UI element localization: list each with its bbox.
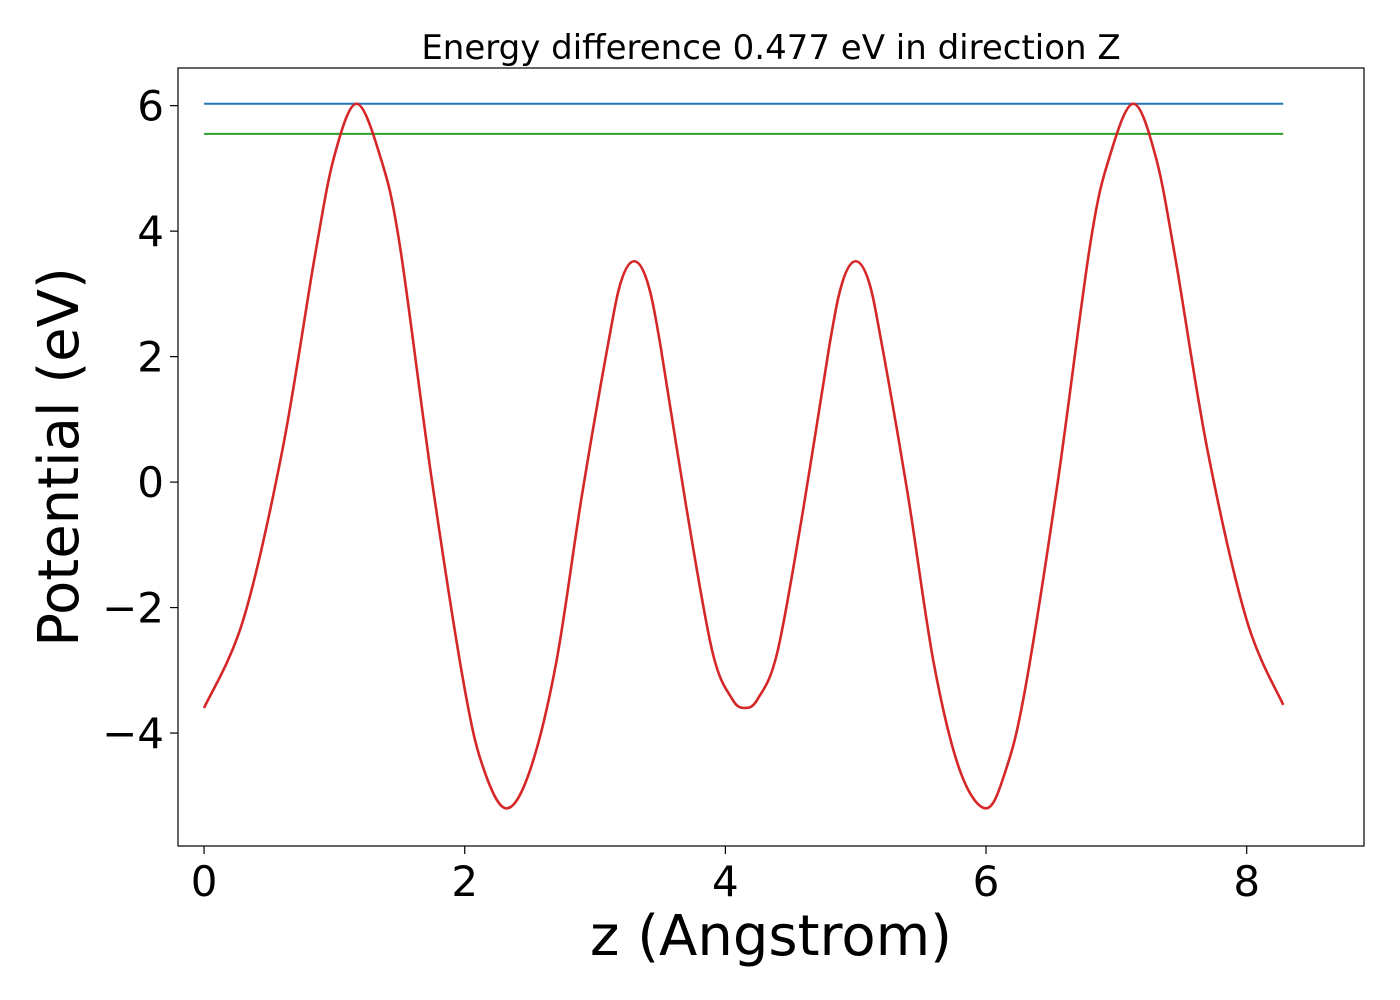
x-tick-label: 8 (1233, 857, 1260, 906)
y-tick-label: 6 (137, 82, 164, 131)
y-axis-ticks: −4 −2 0 2 4 6 (102, 82, 178, 758)
x-axis-label: z (Angstrom) (590, 904, 952, 969)
y-tick-label: 4 (137, 207, 164, 256)
x-axis-ticks: 0 2 4 6 8 (191, 846, 1260, 906)
series-group (202, 102, 1285, 810)
plot-frame (177, 67, 1365, 847)
x-tick-label: 6 (973, 857, 1000, 906)
reference-lines (204, 102, 1284, 135)
y-tick-label: −2 (102, 584, 164, 633)
y-tick-label: −4 (102, 709, 164, 758)
x-tick-label: 4 (712, 857, 739, 906)
chart-title: Energy difference 0.477 eV in direction … (421, 28, 1120, 68)
y-tick-label: 0 (137, 458, 164, 507)
y-tick-label: 2 (137, 333, 164, 382)
x-tick-label: 2 (451, 857, 478, 906)
x-tick-label: 0 (191, 857, 218, 906)
series-line-1 (202, 102, 1285, 810)
y-axis-label: Potential (eV) (27, 267, 92, 647)
